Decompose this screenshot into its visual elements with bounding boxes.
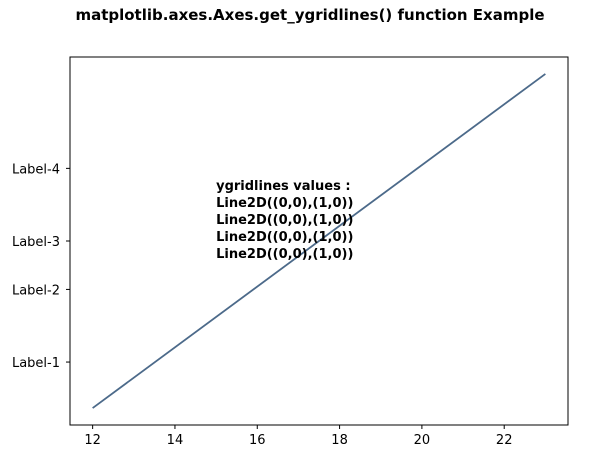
- annotation-line: Line2D((0,0),(1,0)): [216, 213, 353, 228]
- x-axis: 12 14 16 18 20 22: [84, 425, 512, 448]
- y-axis: Label-1 Label-2 Label-3 Label-4: [12, 162, 70, 371]
- x-tick-label: 12: [84, 433, 101, 448]
- y-tick-label: Label-3: [12, 235, 60, 250]
- annotation-line: ygridlines values :: [216, 179, 350, 194]
- annotation-line: Line2D((0,0),(1,0)): [216, 230, 353, 245]
- x-tick-label: 16: [249, 433, 266, 448]
- annotation: ygridlines values : Line2D((0,0),(1,0)) Li…: [216, 179, 353, 262]
- y-tick-label: Label-2: [12, 283, 60, 298]
- x-tick-label: 14: [167, 433, 184, 448]
- series-group: [92, 73, 546, 409]
- series-line-0: [92, 73, 546, 409]
- annotation-line: Line2D((0,0),(1,0)): [216, 196, 353, 211]
- x-tick-label: 18: [331, 433, 348, 448]
- y-tick-label: Label-4: [12, 162, 60, 177]
- y-tick-label: Label-1: [12, 356, 60, 371]
- annotation-line: Line2D((0,0),(1,0)): [216, 247, 353, 262]
- chart-title: matplotlib.axes.Axes.get_ygridlines() fu…: [75, 6, 544, 24]
- x-tick-label: 22: [496, 433, 513, 448]
- x-tick-label: 20: [414, 433, 431, 448]
